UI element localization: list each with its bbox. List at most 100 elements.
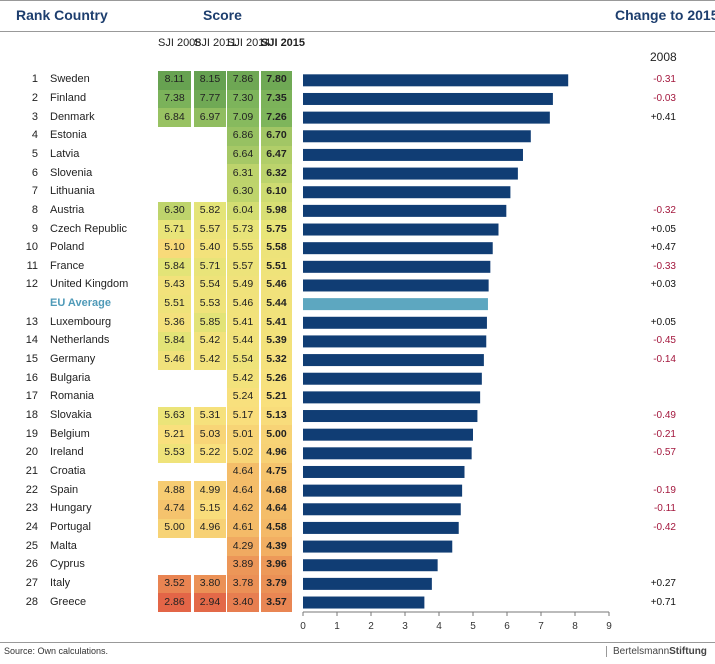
score-cell: 7.09 <box>232 110 254 123</box>
score-cell: 6.04 <box>232 203 254 216</box>
score-cell-bg <box>158 481 191 501</box>
x-tick-label: 6 <box>504 621 510 632</box>
score-cell-bg <box>194 518 226 538</box>
rank-cell: 8 <box>31 203 38 216</box>
score-cell-bg <box>194 89 226 109</box>
score-cell-bg <box>227 257 259 277</box>
score-cell: 5.22 <box>199 446 221 459</box>
column-header: SJI 2008 <box>158 37 202 49</box>
score-cell: 4.74 <box>164 502 185 515</box>
score-cell-bg <box>227 126 259 146</box>
x-tick-label: 1 <box>334 621 340 632</box>
score-cell: 4.96 <box>266 446 287 459</box>
rank-cell: 15 <box>25 353 38 366</box>
score-cell: 5.39 <box>266 334 287 347</box>
score-cell: 5.84 <box>164 259 185 272</box>
score-cell-bg <box>261 238 292 258</box>
country-label: France <box>50 259 85 272</box>
score-cell-bg <box>158 201 191 221</box>
bar <box>303 465 465 478</box>
score-cell-bg <box>194 313 226 333</box>
bar <box>303 447 472 460</box>
change-value: +0.03 <box>650 279 676 291</box>
rank-cell: 18 <box>25 409 38 422</box>
score-cell-bg <box>158 332 191 352</box>
country-label: Hungary <box>50 502 92 515</box>
score-cell-bg <box>261 555 292 575</box>
country-label: Netherlands <box>50 334 110 347</box>
bar <box>303 354 484 367</box>
score-cell-bg <box>158 574 191 594</box>
score-cell: 5.58 <box>266 241 287 254</box>
score-cell: 6.64 <box>232 147 254 160</box>
score-cell-bg <box>227 294 259 314</box>
score-cell-bg <box>261 425 292 445</box>
score-cell-bg <box>227 537 259 557</box>
score-cell: 6.86 <box>232 129 254 142</box>
x-tick-label: 8 <box>572 621 578 632</box>
rank-cell: 4 <box>31 129 38 142</box>
country-label: Poland <box>50 241 85 254</box>
country-label: Austria <box>50 203 85 216</box>
score-cell-bg <box>227 145 259 165</box>
score-cell-bg <box>194 220 226 240</box>
score-cell: 7.77 <box>199 91 221 104</box>
score-cell: 5.54 <box>232 353 254 366</box>
bar <box>303 428 473 441</box>
logo-right: Stiftung <box>669 646 707 657</box>
score-cell: 5.46 <box>232 297 254 310</box>
score-cell-bg <box>158 313 191 333</box>
logo-left: Bertelsmann <box>613 646 670 657</box>
bertelsmann-logo: BertelsmannStiftung <box>606 646 707 657</box>
change-value: -0.14 <box>653 354 676 366</box>
change-value: -0.49 <box>653 410 676 422</box>
rank-cell: 17 <box>25 390 38 403</box>
score-cell: 6.97 <box>199 110 221 123</box>
score-cell-bg <box>194 425 226 445</box>
score-cell-bg <box>261 388 292 408</box>
rank-cell: 26 <box>25 558 38 571</box>
country-label: Greece <box>50 595 87 608</box>
bar <box>303 130 531 143</box>
score-cell: 4.64 <box>232 483 254 496</box>
score-cell: 5.21 <box>164 427 185 440</box>
change-value: -0.42 <box>653 521 676 533</box>
score-cell-bg <box>227 89 259 109</box>
rank-cell: 28 <box>25 595 38 608</box>
country-label: Italy <box>50 576 71 589</box>
score-cell: 5.03 <box>199 427 221 440</box>
score-cell-bg <box>261 89 292 109</box>
score-cell: 3.78 <box>232 576 254 589</box>
score-cell-bg <box>227 388 259 408</box>
country-label: Spain <box>50 483 79 496</box>
rank-country-header: Rank Country <box>16 7 108 23</box>
score-cell-bg <box>261 444 292 463</box>
rank-cell: 12 <box>25 278 38 291</box>
score-cell: 3.89 <box>232 558 254 571</box>
score-cell-bg <box>227 518 259 538</box>
score-cell-bg <box>227 499 259 519</box>
change-value: +0.27 <box>650 577 676 589</box>
bar <box>303 260 491 273</box>
change-value: -0.03 <box>653 92 676 104</box>
rank-cell: 5 <box>31 147 38 160</box>
x-tick-label: 9 <box>606 621 612 632</box>
score-cell: 3.57 <box>266 595 287 608</box>
score-cell-bg <box>227 276 259 296</box>
source-note: Source: Own calculations. <box>4 646 109 656</box>
score-cell: 6.30 <box>164 203 185 216</box>
score-cell-bg <box>158 425 191 445</box>
country-label: Estonia <box>50 129 87 142</box>
bar <box>303 372 482 385</box>
score-cell: 5.44 <box>266 297 287 310</box>
score-cell: 5.84 <box>164 334 185 347</box>
bar <box>303 391 481 404</box>
score-cell-bg <box>261 201 292 221</box>
change-value: +0.71 <box>650 596 676 608</box>
country-label: Luxembourg <box>50 315 112 328</box>
score-cell-bg <box>227 238 259 258</box>
score-cell-bg <box>194 71 226 90</box>
change-value: -0.33 <box>653 260 676 272</box>
bar <box>303 484 463 497</box>
score-cell-bg <box>227 108 259 128</box>
